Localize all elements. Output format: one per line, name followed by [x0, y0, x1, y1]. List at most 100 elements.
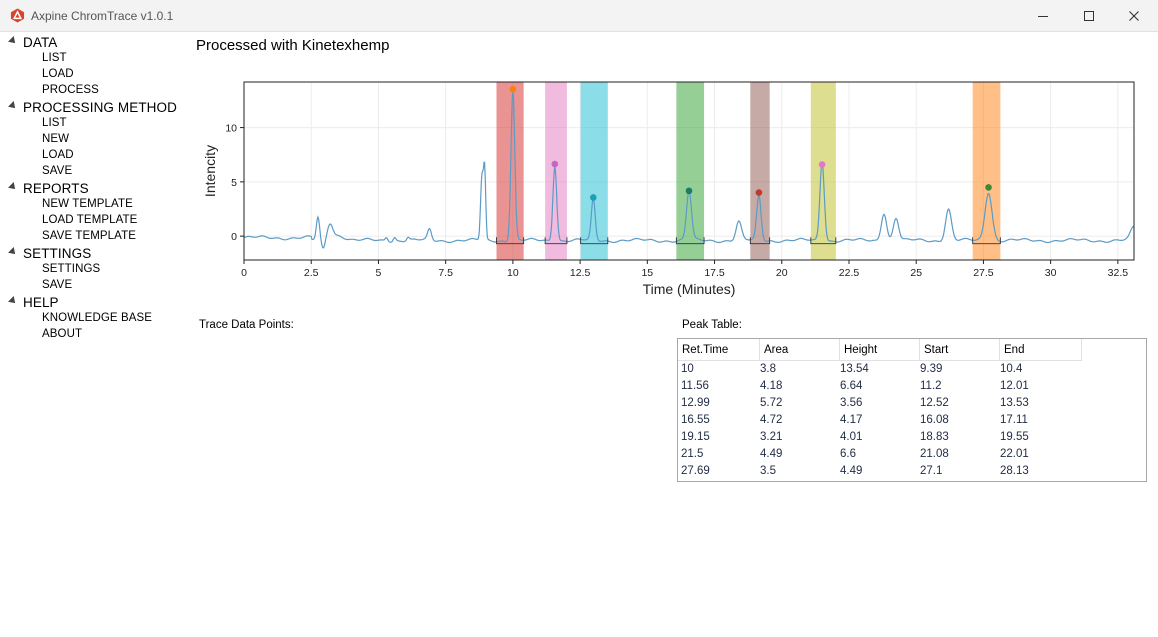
- peak-table-header: Ret.Time Area Height Start End: [678, 339, 1082, 361]
- x-tick-label: 22.5: [839, 267, 860, 279]
- peak-apex-marker: [685, 187, 693, 195]
- table-row[interactable]: 10 3.8 13.54 9.39 10.4: [678, 361, 1144, 378]
- table-cell: 27.1: [920, 465, 943, 477]
- table-cell: 10: [681, 363, 694, 375]
- peak-table-label: Peak Table:: [682, 319, 742, 331]
- nav-item-label: SAVE: [42, 165, 73, 178]
- column-header-ret-time[interactable]: Ret.Time: [678, 339, 760, 360]
- peak-apex-marker: [818, 161, 826, 168]
- nav-group-label: DATA: [23, 35, 58, 50]
- chromatogram-chart: 0 2.5 5 7.5 10 12.5 15 17.5 20 22.5 25 27.5 30 32.5 0 5…: [202, 81, 1135, 297]
- nav-item-label: ABOUT: [42, 328, 83, 341]
- expand-arrow-icon[interactable]: [8, 182, 18, 193]
- x-tick-label: 7.5: [438, 267, 453, 279]
- peak-apex-marker: [509, 85, 517, 93]
- expand-arrow-icon[interactable]: [8, 101, 18, 112]
- nav-item-save-template[interactable]: SAVE TEMPLATE: [0, 229, 185, 245]
- table-row[interactable]: 11.56 4.18 6.64 11.2 12.01: [678, 378, 1144, 395]
- column-header-height[interactable]: Height: [840, 339, 920, 360]
- nav-item-data-process[interactable]: PROCESS: [0, 83, 185, 99]
- page-title: Processed with Kinetexhemp: [196, 37, 390, 54]
- peak-apex-marker: [985, 184, 992, 191]
- maximize-button[interactable]: [1066, 0, 1112, 31]
- nav-item-method-list[interactable]: LIST: [0, 116, 185, 132]
- table-cell: 21.08: [920, 448, 949, 460]
- x-tick-label: 10: [507, 267, 519, 279]
- table-cell: 4.72: [760, 414, 783, 426]
- table-cell: 4.49: [760, 448, 783, 460]
- table-row[interactable]: 27.69 3.5 4.49 27.1 28.13: [678, 463, 1144, 480]
- table-row[interactable]: 16.55 4.72 4.17 16.08 17.11: [678, 412, 1144, 429]
- nav-item-data-list[interactable]: LIST: [0, 51, 185, 67]
- peak-band: [972, 82, 1001, 260]
- y-tick-label: 10: [225, 123, 237, 135]
- nav-group-label: PROCESSING METHOD: [23, 100, 177, 116]
- nav-group-settings[interactable]: SETTINGS: [0, 245, 185, 262]
- nav-item-about[interactable]: ABOUT: [0, 327, 185, 343]
- table-row[interactable]: 19.15 3.21 4.01 18.83 19.55: [678, 429, 1144, 446]
- x-axis-title: Time (Minutes): [643, 281, 736, 297]
- nav-item-label: SAVE TEMPLATE: [42, 230, 136, 243]
- table-cell: 3.56: [840, 397, 863, 409]
- table-cell: 11.2: [920, 380, 942, 392]
- table-cell: 4.18: [760, 380, 783, 392]
- axpine-logo-icon: [10, 8, 25, 23]
- column-header-end[interactable]: End: [1000, 339, 1082, 360]
- nav-group-label: HELP: [23, 295, 59, 311]
- nav-item-load-template[interactable]: LOAD TEMPLATE: [0, 213, 185, 229]
- x-tick-label: 5: [376, 267, 382, 279]
- x-tick-label: 32.5: [1108, 267, 1129, 279]
- plot-frame: [243, 81, 1135, 261]
- nav-item-label: SAVE: [42, 279, 73, 292]
- expand-arrow-icon[interactable]: [8, 296, 18, 307]
- peak-baseline: [580, 237, 609, 245]
- peak-band: [580, 82, 608, 260]
- close-button[interactable]: [1111, 0, 1157, 31]
- peak-baseline: [810, 237, 837, 245]
- table-cell: 17.11: [1000, 414, 1028, 426]
- column-header-start[interactable]: Start: [920, 339, 1000, 360]
- nav-group-reports[interactable]: REPORTS: [0, 180, 185, 197]
- nav-item-settings[interactable]: SETTINGS: [0, 262, 185, 278]
- nav-item-settings-save[interactable]: SAVE: [0, 278, 185, 294]
- expand-arrow-icon[interactable]: [8, 36, 18, 46]
- table-row[interactable]: 12.99 5.72 3.56 12.52 13.53: [678, 395, 1144, 412]
- nav-group-help[interactable]: HELP: [0, 294, 185, 311]
- nav-item-label: NEW: [42, 132, 70, 145]
- table-cell: 3.8: [760, 363, 776, 375]
- nav-item-new-template[interactable]: NEW TEMPLATE: [0, 197, 185, 213]
- column-header-area[interactable]: Area: [760, 339, 840, 360]
- nav-item-knowledge-base[interactable]: KNOWLEDGE BASE: [0, 311, 185, 327]
- close-icon: [1129, 10, 1139, 21]
- table-cell: 3.5: [760, 465, 776, 477]
- y-tick-label: 0: [231, 231, 237, 243]
- table-cell: 4.17: [840, 414, 863, 426]
- nav-group-processing-method[interactable]: PROCESSING METHOD: [0, 99, 185, 116]
- peak-apex-marker: [551, 160, 559, 168]
- nav-item-method-save[interactable]: SAVE: [0, 164, 185, 180]
- window-title: Axpine ChromTrace v1.0.1: [31, 9, 174, 23]
- x-tick-label: 15: [641, 267, 653, 279]
- x-tick-label: 2.5: [304, 267, 319, 279]
- table-cell: 19.15: [681, 431, 710, 443]
- nav-item-data-load[interactable]: LOAD: [0, 67, 185, 83]
- expand-arrow-icon[interactable]: [8, 247, 18, 258]
- y-tick-label: 5: [231, 177, 237, 189]
- x-tick-label: 27.5: [973, 267, 994, 279]
- maximize-icon: [1084, 10, 1094, 21]
- nav-tree: DATA LIST LOAD PROCESS PROCESSING METHOD…: [0, 34, 185, 343]
- table-cell: 12.99: [681, 397, 710, 409]
- table-row[interactable]: 21.5 4.49 6.6 21.08 22.01: [678, 446, 1144, 463]
- minimize-icon: [1038, 15, 1048, 17]
- x-tick-label: 12.5: [570, 267, 591, 279]
- table-cell: 22.01: [1000, 448, 1029, 460]
- table-cell: 27.69: [681, 465, 710, 477]
- minimize-button[interactable]: [1020, 0, 1066, 31]
- nav-item-method-load[interactable]: LOAD: [0, 148, 185, 164]
- table-cell: 9.39: [920, 363, 943, 375]
- nav-group-data[interactable]: DATA: [0, 34, 185, 51]
- peak-apex-marker: [589, 194, 597, 201]
- nav-item-method-new[interactable]: NEW: [0, 132, 185, 148]
- table-cell: 11.56: [681, 380, 709, 392]
- peak-baseline: [972, 237, 1001, 245]
